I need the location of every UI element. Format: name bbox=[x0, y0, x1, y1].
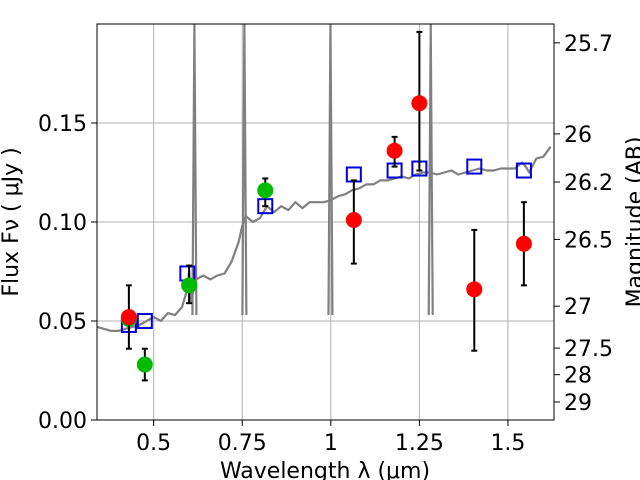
red-photometry-point bbox=[466, 281, 483, 298]
model-square-point bbox=[466, 158, 483, 175]
x-tick-label: 0.5 bbox=[136, 431, 171, 456]
right-tick-label: 29 bbox=[564, 391, 592, 416]
right-axis-title: Magnitude (AB) bbox=[623, 137, 640, 308]
plot-area bbox=[97, 24, 554, 420]
x-axis-title: Wavelength λ (μm) bbox=[220, 459, 430, 480]
right-tick-label: 26.2 bbox=[564, 171, 613, 196]
red-photometry-point bbox=[120, 309, 137, 326]
model-square-point bbox=[515, 162, 532, 179]
emission-spike bbox=[327, 24, 334, 316]
y-tick-label: 0.05 bbox=[38, 310, 87, 335]
red-photometry-point bbox=[515, 235, 532, 252]
right-tick-label: 25.7 bbox=[564, 32, 613, 57]
right-tick-label: 26.5 bbox=[564, 228, 613, 253]
model-square-point bbox=[136, 313, 153, 329]
x-tick-label: 1.25 bbox=[395, 431, 444, 456]
y-tick-label: 0.10 bbox=[38, 211, 87, 236]
green-photometry-point bbox=[257, 182, 274, 199]
x-tick-label: 0.75 bbox=[218, 431, 267, 456]
green-photometry-point bbox=[181, 277, 198, 294]
green-photometry-point bbox=[136, 356, 153, 373]
axes: 0.5 0.75 1 1.25 1.5 0.00 0.05 0.10 0.15 25.7 26 26.… bbox=[38, 32, 613, 456]
x-tick-label: 1 bbox=[324, 431, 338, 456]
y-tick-label: 0.00 bbox=[38, 409, 87, 434]
right-tick-label: 28 bbox=[564, 364, 592, 389]
red-photometry-point bbox=[386, 142, 403, 159]
emission-spike bbox=[241, 24, 248, 316]
right-tick-label: 27 bbox=[564, 295, 592, 320]
emission-spike bbox=[191, 24, 198, 316]
right-tick-label: 27.5 bbox=[564, 337, 613, 362]
spectrum-line bbox=[97, 146, 552, 332]
y-tick-label: 0.15 bbox=[38, 112, 87, 137]
red-photometry-point bbox=[411, 95, 428, 112]
x-tick-label: 1.5 bbox=[490, 431, 525, 456]
red-photometry-point bbox=[345, 212, 362, 229]
y-axis-title: Flux Fν ( μJy ) bbox=[0, 147, 24, 296]
right-tick-label: 26 bbox=[564, 123, 592, 148]
emission-spike bbox=[427, 24, 434, 316]
